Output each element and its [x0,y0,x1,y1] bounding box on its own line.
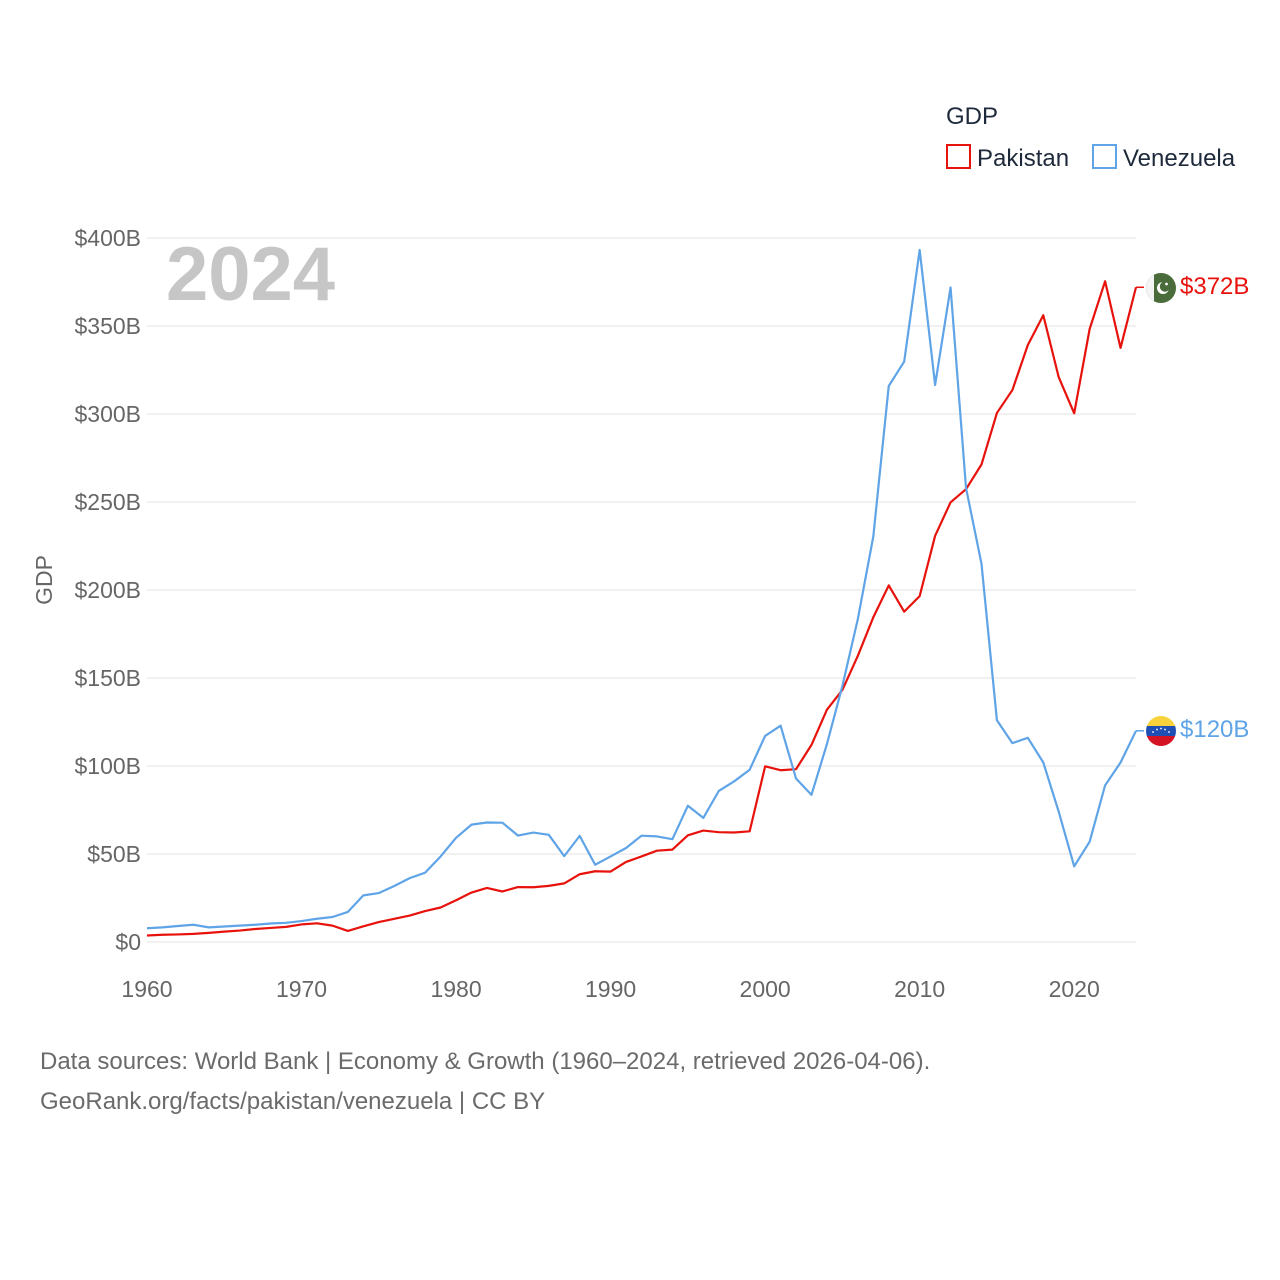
y-tick-label: $100B [74,753,141,779]
y-tick-label: $0 [115,929,141,955]
end-label-pakistan: $372B [1180,273,1249,300]
footer: Data sources: World Bank | Economy & Gro… [40,1042,930,1122]
legend-label-pakistan[interactable]: Pakistan [977,145,1069,172]
series-lines [146,248,1138,937]
x-axis-ticks: 1960 1970 1980 1990 2000 2010 2020 [121,976,1099,1002]
pakistan-flag-icon [1146,273,1176,303]
series-line-pakistan[interactable] [146,280,1138,937]
x-tick-label: 1960 [121,976,172,1002]
y-tick-label: $400B [74,225,141,251]
legend-swatch-pakistan[interactable] [946,144,971,169]
x-tick-label: 1970 [276,976,327,1002]
legend: GDP Pakistan Venezuela [946,103,1236,172]
x-tick-label: 2020 [1049,976,1100,1002]
y-tick-label: $200B [74,577,141,603]
y-tick-label: $150B [74,665,141,691]
source-link[interactable]: GeoRank.org/facts/pakistan/venezuela | C… [40,1088,546,1115]
y-axis-ticks: $0 $50B $100B $150B $200B $250B $300B $350B $400… [74,225,141,955]
x-tick-label: 1980 [430,976,481,1002]
x-tick-label: 2000 [740,976,791,1002]
x-tick-label: 1990 [585,976,636,1002]
end-label-venezuela: $120B [1180,716,1249,743]
x-tick-label: 2010 [894,976,945,1002]
y-tick-label: $50B [87,841,141,867]
y-tick-label: $350B [74,313,141,339]
venezuela-flag-icon [1146,716,1176,746]
series-line-venezuela[interactable] [146,248,1137,930]
gridlines [147,237,1136,943]
y-tick-label: $300B [74,401,141,427]
year-watermark: 2024 [166,232,335,317]
legend-swatch-venezuela[interactable] [1092,144,1117,169]
data-sources-note: Data sources: World Bank | Economy & Gro… [40,1048,931,1075]
series-end-markers [1136,286,1144,732]
y-axis-label: GDP [31,555,57,605]
y-tick-label: $250B [74,489,141,515]
gdp-line-chart: 2024 $0 $50B $100B $150B $200B $250B $300B $350… [31,103,1249,1002]
legend-label-venezuela[interactable]: Venezuela [1123,145,1236,172]
legend-title: GDP [946,103,998,130]
